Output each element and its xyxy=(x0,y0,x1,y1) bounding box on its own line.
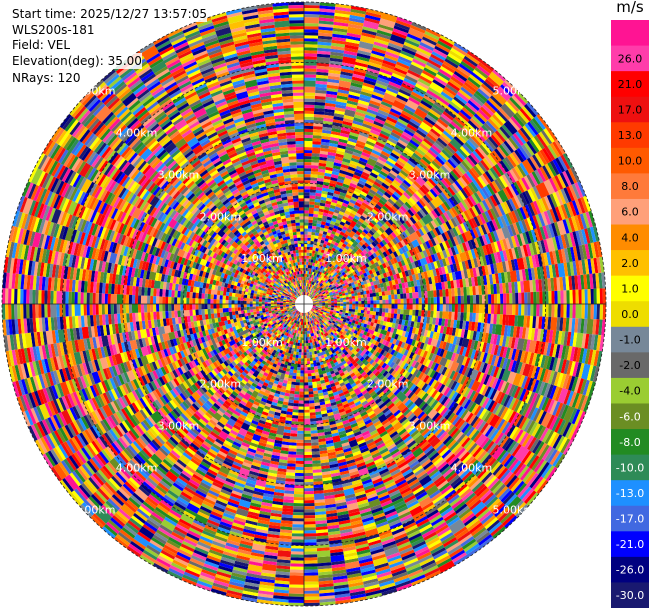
colorbar-tick-label: -4.0 xyxy=(619,385,640,398)
colorbar-segment xyxy=(611,71,649,98)
range-ring-label: 2.00km xyxy=(200,378,242,391)
colorbar-tick-label: -10.0 xyxy=(616,461,644,474)
colorbar-tick-label: -30.0 xyxy=(616,589,644,602)
nrays-label: NRays: 120 xyxy=(12,70,81,86)
range-ring-label: 5.00km xyxy=(74,503,116,516)
colorbar-segment xyxy=(611,173,649,200)
range-ring-label: 2.00km xyxy=(200,210,242,223)
colorbar-tick-label: 26.0 xyxy=(618,52,643,65)
range-ring-label: 3.00km xyxy=(409,420,451,433)
colorbar-segment xyxy=(611,582,649,608)
ppi-plot: 1.00km 1.00km 1.00km 1.00km 2.00km 2.00km 2.00… xyxy=(1,1,607,607)
colorbar-segment xyxy=(611,403,649,430)
colorbar-segment xyxy=(611,275,649,302)
colorbar-tick-label: 21.0 xyxy=(618,78,643,91)
colorbar-tick-label: 4.0 xyxy=(621,231,639,244)
colorbar-tick-label: 6.0 xyxy=(621,206,639,219)
range-ring-label: 4.00km xyxy=(451,127,493,140)
colorbar-segment xyxy=(611,20,649,47)
colorbar-tick-label: -26.0 xyxy=(616,564,644,577)
colorbar-segment xyxy=(611,326,649,353)
range-ring-label: 1.00km xyxy=(325,252,367,265)
colorbar-segment xyxy=(611,454,649,481)
colorbar-segment xyxy=(611,122,649,149)
velocity-gates xyxy=(5,11,587,600)
velocity-gates xyxy=(3,3,600,590)
colorbar: 26.0 21.0 17.0 13.0 10.0 8.0 6.0 4.0 2.0 1.0 0.0 -1… xyxy=(611,20,649,608)
colorbar-segment xyxy=(611,531,649,558)
colorbar-segments xyxy=(611,20,649,608)
colorbar-segment xyxy=(611,505,649,532)
colorbar-segment xyxy=(611,352,649,379)
range-ring-labels: 1.00km 1.00km 1.00km 1.00km 2.00km 2.00km 2.00… xyxy=(74,85,534,517)
range-ring-label: 1.00km xyxy=(325,336,367,349)
range-ring-label: 5.00km xyxy=(493,85,535,98)
range-ring-label: 3.00km xyxy=(409,168,451,181)
velocity-gates xyxy=(27,22,600,606)
colorbar-tick-label: 1.0 xyxy=(621,282,639,295)
colorbar-tick-label: 17.0 xyxy=(618,104,643,117)
colorbar-tick-label: -8.0 xyxy=(619,436,640,449)
range-ring-label: 2.00km xyxy=(367,378,409,391)
colorbar-ticks: 26.0 21.0 17.0 13.0 10.0 8.0 6.0 4.0 2.0 1.0 0.0 -1… xyxy=(616,52,644,602)
site-label: WLS200s-181 xyxy=(12,22,95,38)
velocity-gates xyxy=(17,19,605,606)
colorbar-tick-label: -17.0 xyxy=(616,513,644,526)
colorbar-segment xyxy=(611,250,649,277)
range-ring-label: 5.00km xyxy=(74,85,116,98)
range-ring-label: 3.00km xyxy=(158,420,200,433)
colorbar-segment xyxy=(611,45,649,72)
colorbar-segment xyxy=(611,224,649,251)
range-ring-label: 5.00km xyxy=(493,503,535,516)
start-time-label: Start time: 2025/12/27 13:57:05 xyxy=(12,6,207,22)
colorbar-segment xyxy=(611,147,649,174)
colorbar-tick-label: -13.0 xyxy=(616,487,644,500)
colorbar-segment xyxy=(611,96,649,123)
colorbar-segment xyxy=(611,301,649,328)
colorbar-tick-label: 13.0 xyxy=(618,129,643,142)
range-ring-label: 4.00km xyxy=(116,461,158,474)
colorbar-tick-label: 0.0 xyxy=(621,308,639,321)
colorbar-tick-label: 2.0 xyxy=(621,257,639,270)
range-ring-label: 4.00km xyxy=(116,127,158,140)
velocity-gates xyxy=(8,2,593,603)
velocity-gates xyxy=(8,12,604,606)
velocity-gates xyxy=(14,2,606,603)
range-ring-label: 1.00km xyxy=(241,252,283,265)
elevation-label: Elevation(deg): 35.00 xyxy=(12,53,142,69)
range-ring-label: 2.00km xyxy=(367,210,409,223)
velocity-gates xyxy=(2,2,594,600)
colorbar-tick-label: 10.0 xyxy=(618,155,643,168)
colorbar-tick-label: -1.0 xyxy=(619,334,640,347)
colorbar-tick-label: -2.0 xyxy=(619,359,640,372)
colorbar-tick-label: -6.0 xyxy=(619,410,640,423)
colorbar-segment xyxy=(611,429,649,456)
colorbar-segment xyxy=(611,377,649,404)
range-ring-label: 1.00km xyxy=(241,336,283,349)
colorbar-segment xyxy=(611,198,649,226)
velocity-gates xyxy=(3,5,603,578)
colorbar-unit: m/s xyxy=(616,0,644,16)
range-rings xyxy=(1,1,607,607)
range-ring-label: 4.00km xyxy=(451,461,493,474)
range-ring-label: 3.00km xyxy=(158,168,200,181)
velocity-gates xyxy=(2,20,603,591)
colorbar-tick-label: -21.0 xyxy=(616,538,644,551)
colorbar-tick-label: 8.0 xyxy=(621,180,639,193)
colorbar-segment xyxy=(611,556,649,583)
velocity-gates xyxy=(23,8,594,597)
colorbar-segment xyxy=(611,480,649,507)
field-label: Field: VEL xyxy=(12,37,71,53)
